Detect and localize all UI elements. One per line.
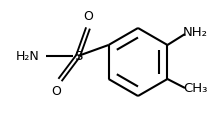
Text: O: O [83, 10, 93, 23]
Text: CH₃: CH₃ [183, 82, 207, 94]
Text: NH₂: NH₂ [183, 26, 207, 40]
Text: O: O [51, 85, 61, 98]
Text: S: S [74, 50, 82, 62]
Text: H₂N: H₂N [16, 50, 40, 62]
